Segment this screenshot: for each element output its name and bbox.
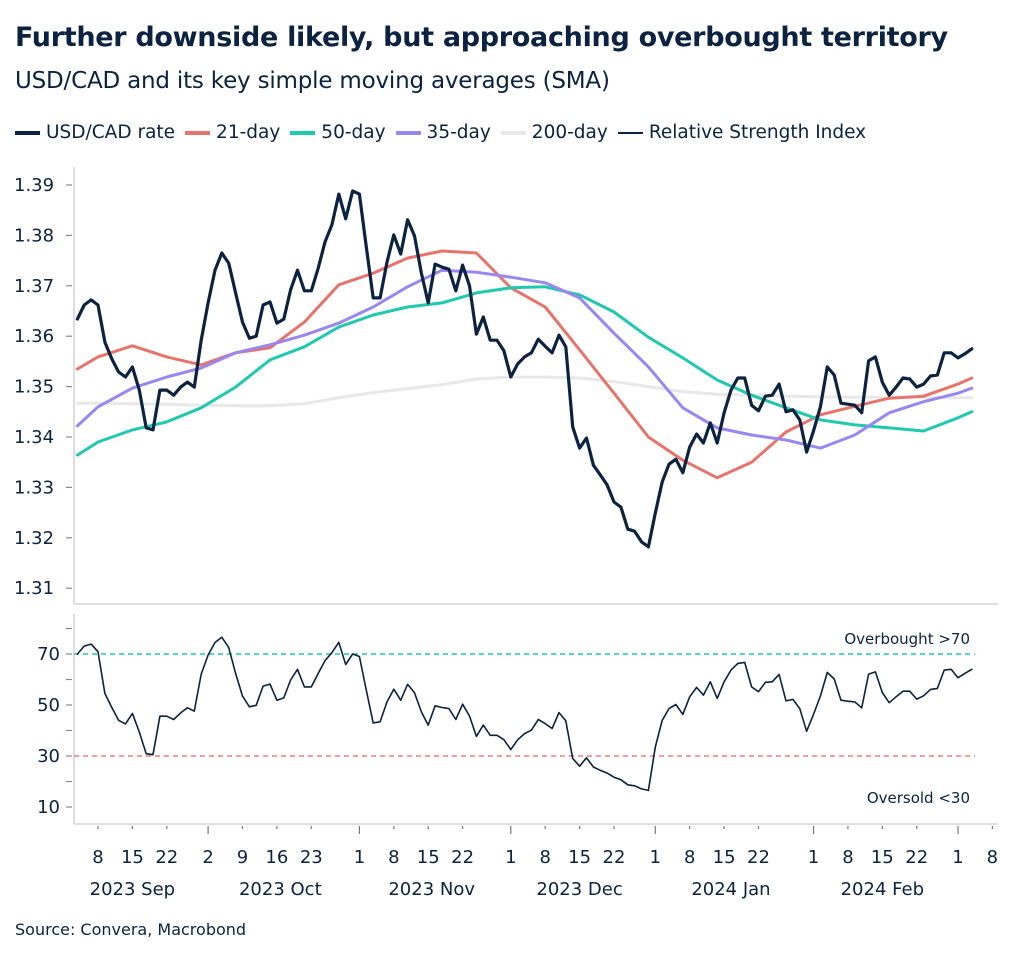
legend-label: 21-day	[216, 122, 281, 143]
oversold-label: Oversold <30	[867, 789, 970, 807]
x-tick-label: 15	[568, 847, 591, 868]
legend-item-50-day: 50-day	[290, 122, 386, 143]
y-tick-label: 1.34	[14, 427, 54, 448]
x-tick-label: 15	[713, 847, 736, 868]
y-tick-label: 1.33	[14, 477, 54, 498]
x-month-label: 2023 Sep	[90, 879, 175, 900]
rsi-y-tick-label: 10	[37, 797, 60, 818]
legend-label: 50-day	[321, 122, 386, 143]
series-points-sma35	[77, 270, 972, 449]
legend-swatch	[15, 130, 40, 135]
x-tick-label: 8	[987, 847, 998, 868]
legend-label: 200-day	[531, 122, 608, 143]
rsi-y-tick-label: 30	[37, 746, 60, 767]
x-tick-label: 22	[905, 847, 928, 868]
x-tick-label: 23	[300, 847, 323, 868]
series-points-rate	[77, 191, 972, 547]
x-tick-label: 15	[871, 847, 894, 868]
x-tick-label: 8	[842, 847, 853, 868]
x-tick-label: 16	[265, 847, 288, 868]
x-month-label: 2023 Nov	[388, 879, 475, 900]
y-tick-label: 1.31	[14, 578, 54, 599]
x-tick-label: 22	[155, 847, 178, 868]
legend-label: Relative Strength Index	[648, 122, 867, 143]
x-tick-label: 15	[417, 847, 440, 868]
y-tick-label: 1.32	[14, 528, 54, 549]
x-tick-label: 1	[808, 847, 819, 868]
x-month-label: 2023 Oct	[239, 879, 322, 900]
x-tick-label: 8	[684, 847, 695, 868]
series-points-rsi	[77, 637, 972, 791]
chart-title: Further downside likely, but approaching…	[15, 22, 948, 53]
legend-swatch	[395, 130, 421, 135]
x-tick-label: 8	[388, 847, 399, 868]
x-tick-label: 8	[92, 847, 103, 868]
legend-item-200-day: 200-day	[500, 122, 608, 143]
series-line-sma35	[75, 268, 974, 450]
x-tick-label: 8	[539, 847, 550, 868]
legend-item-rsi: Relative Strength Index	[617, 122, 867, 143]
source-note: Source: Convera, Macrobond	[15, 920, 247, 939]
x-tick-label: 1	[505, 847, 516, 868]
y-tick-label: 1.35	[14, 377, 54, 398]
legend-swatch	[185, 130, 211, 135]
x-tick-label: 1	[354, 847, 365, 868]
series-line-sma50	[75, 285, 974, 457]
rsi-y-tick-label: 50	[37, 695, 60, 716]
x-tick-label: 2	[202, 847, 213, 868]
x-tick-label: 9	[237, 847, 248, 868]
y-tick-label: 1.39	[14, 175, 54, 196]
chart-subtitle: USD/CAD and its key simple moving averag…	[15, 68, 610, 94]
x-tick-label: 15	[121, 847, 144, 868]
x-tick-label: 22	[603, 847, 626, 868]
y-tick-label: 1.38	[14, 225, 54, 246]
x-month-label: 2023 Dec	[536, 879, 622, 900]
legend: USD/CAD rate 21-day 50-day 35-day 200-da…	[15, 122, 876, 143]
legend-swatch	[500, 130, 526, 135]
series-line-rate	[75, 189, 974, 549]
legend-swatch	[290, 130, 316, 135]
x-tick-label: 22	[451, 847, 474, 868]
overbought-label: Overbought >70	[844, 630, 970, 648]
x-tick-label: 1	[952, 847, 963, 868]
series-line-sma200	[75, 375, 974, 408]
y-tick-label: 1.37	[14, 276, 54, 297]
series-points-sma50	[77, 286, 972, 456]
series-line-rsi	[76, 636, 973, 792]
x-tick-label: 22	[747, 847, 770, 868]
legend-item-21-day: 21-day	[185, 122, 280, 143]
x-month-label: 2024 Feb	[841, 879, 924, 900]
rsi-y-tick-label: 70	[37, 644, 60, 665]
x-month-label: 2024 Jan	[691, 879, 770, 900]
x-tick-label: 1	[650, 847, 661, 868]
legend-item-rate: USD/CAD rate	[15, 122, 175, 143]
legend-swatch	[617, 131, 643, 134]
legend-label: USD/CAD rate	[46, 122, 176, 143]
y-tick-label: 1.36	[14, 326, 54, 347]
legend-item-35-day: 35-day	[395, 122, 491, 143]
legend-label: 35-day	[426, 122, 491, 143]
